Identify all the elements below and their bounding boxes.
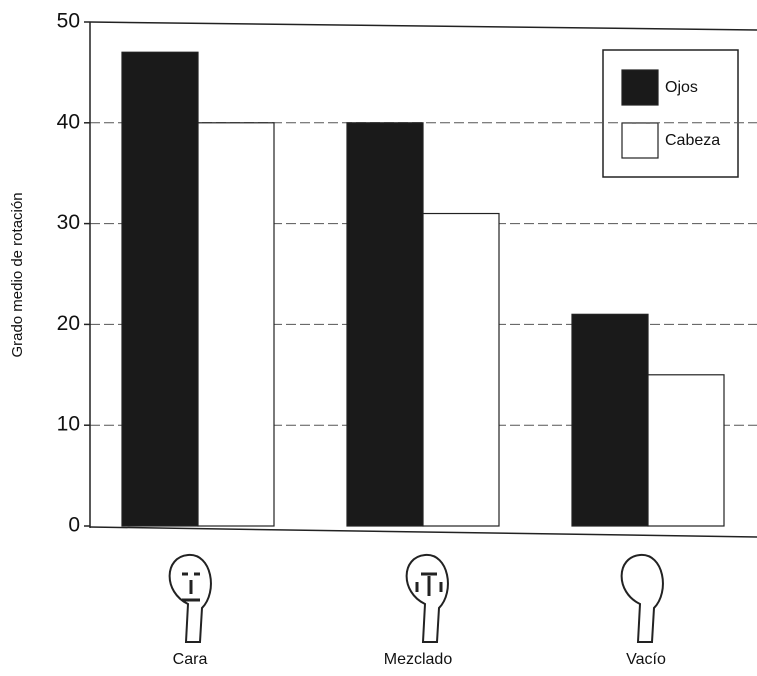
face-icons xyxy=(170,555,663,642)
bar xyxy=(347,123,423,526)
legend-label: Cabeza xyxy=(665,132,720,149)
bar xyxy=(572,314,648,526)
top-frame xyxy=(90,22,757,30)
y-tick-label: 10 xyxy=(57,413,80,436)
y-tick-label: 20 xyxy=(57,312,80,335)
x-axis xyxy=(90,527,757,537)
y-axis-label: Grado medio de rotación xyxy=(9,192,26,357)
bar xyxy=(122,52,198,526)
legend: Ojos Cabeza xyxy=(603,50,738,177)
bar xyxy=(648,375,724,526)
y-tick-label: 0 xyxy=(68,514,80,537)
x-tick-label: Cara xyxy=(173,651,208,668)
legend-swatch xyxy=(622,123,658,158)
y-tick-label: 30 xyxy=(57,211,80,234)
chart: Grado medio de rotación Ojos Cabeza 0 10 20… xyxy=(0,0,757,676)
y-tick-label: 50 xyxy=(57,10,80,33)
legend-label: Ojos xyxy=(665,79,698,96)
bar xyxy=(198,123,274,526)
y-tick-label: 40 xyxy=(57,110,80,133)
x-tick-label: Mezclado xyxy=(384,651,453,668)
legend-swatch xyxy=(622,70,658,105)
x-tick-label: Vacío xyxy=(626,651,666,668)
bar xyxy=(423,214,499,526)
